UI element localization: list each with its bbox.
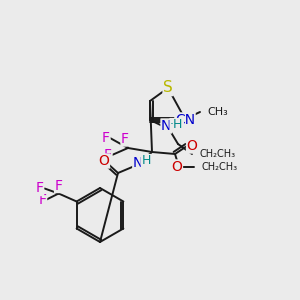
Text: N: N [133,156,143,170]
Text: O: O [99,154,110,168]
Text: F: F [36,182,43,196]
Text: CH₂CH₃: CH₂CH₃ [202,162,238,172]
Text: F: F [102,131,110,145]
Text: H: H [141,154,151,167]
Text: F: F [55,178,63,193]
Text: N: N [161,119,171,133]
Text: CH₂CH₃: CH₂CH₃ [200,149,236,159]
Text: O: O [172,160,182,174]
Text: F: F [104,148,112,162]
Text: O: O [187,139,197,153]
Text: CN: CN [175,113,195,127]
Text: S: S [163,80,173,95]
Text: ·H: ·H [170,118,183,131]
Text: CH₃: CH₃ [207,107,228,117]
Text: F: F [121,132,129,146]
Text: F: F [39,193,46,206]
